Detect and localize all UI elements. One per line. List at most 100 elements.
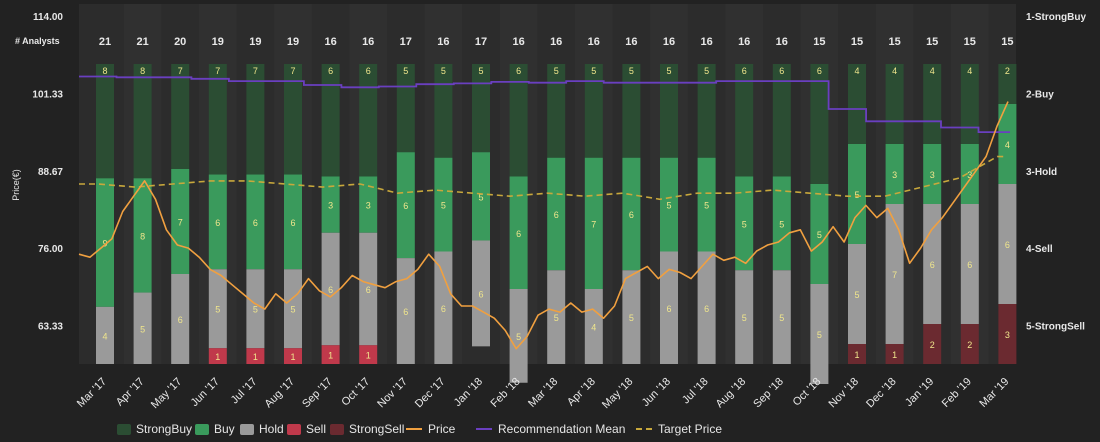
x-tick-label: Aug '18 — [714, 376, 749, 411]
y-tick-label: 63.33 — [38, 321, 63, 332]
legend-item-recommendation-mean[interactable]: Recommendation Mean — [476, 420, 625, 438]
bar-strongsell — [885, 344, 904, 364]
bar-hold — [622, 270, 641, 364]
legend-item-sell[interactable]: Sell — [287, 420, 326, 438]
legend-label: Target Price — [658, 422, 723, 436]
legend-swatch — [195, 423, 209, 435]
bar-value-label: 7 — [215, 66, 220, 76]
bar-hold — [772, 270, 791, 364]
bar-value-label: 4 — [1005, 140, 1010, 150]
bar-value-label: 3 — [328, 201, 333, 211]
bar-value-label: 6 — [328, 285, 333, 295]
analyst-count: 17 — [475, 36, 487, 48]
bar-value-label: 1 — [854, 350, 859, 360]
bar-strongbuy — [848, 64, 866, 144]
bar-value-label: 6 — [253, 218, 258, 228]
bar-value-label: 4 — [854, 66, 859, 76]
x-tick-label: Apr '17 — [114, 376, 147, 409]
legend-item-price[interactable]: Price — [406, 420, 455, 438]
x-tick-label: Feb '18 — [489, 376, 523, 410]
analyst-count: 15 — [851, 36, 863, 48]
bar-buy — [772, 176, 791, 271]
bar-strongbuy — [960, 64, 979, 144]
bar-value-label: 6 — [403, 307, 408, 317]
legend-item-target-price[interactable]: Target Price — [636, 420, 722, 438]
bar-hold — [923, 204, 942, 324]
bar-strongbuy — [246, 64, 265, 175]
bar-value-label: 5 — [554, 66, 559, 76]
legend-label: Buy — [214, 422, 235, 436]
legend-item-buy[interactable]: Buy — [195, 420, 235, 438]
bar-strongbuy — [697, 64, 716, 158]
bar-value-label: 7 — [290, 66, 295, 76]
bar-hold — [396, 258, 415, 364]
bar-value-label: 5 — [854, 190, 859, 200]
recommendation-scale-label: 2-Buy — [1026, 90, 1054, 101]
bar-buy — [396, 152, 415, 259]
x-tick-label: Nov '17 — [375, 376, 410, 411]
bar-strongbuy — [359, 64, 378, 177]
analyst-count: 16 — [550, 36, 562, 48]
bar-sell — [246, 348, 265, 364]
bar-hold — [96, 306, 114, 364]
x-tick-label: Jan '19 — [903, 376, 936, 409]
x-tick-label: Aug '17 — [262, 376, 297, 411]
x-tick-label: May '18 — [600, 376, 635, 411]
legend-item-strongbuy[interactable]: StrongBuy — [117, 420, 192, 438]
bar-value-label: 6 — [554, 210, 559, 220]
bars: 8 9 4 8 8 5 7 7 6 7 6 5 1 7 6 5 1 7 6 5 1 6 3 6 1 6 3 6 1 5 6 6 5 5 6 5 5 6 6 6… — [96, 64, 1017, 384]
bar-value-label: 6 — [516, 66, 521, 76]
bar-strongbuy — [735, 64, 754, 177]
bar-value-label: 6 — [930, 260, 935, 270]
bar-value-label: 6 — [516, 229, 521, 239]
bar-buy — [96, 178, 114, 307]
legend-swatch — [287, 423, 301, 435]
bar-strongbuy — [998, 64, 1017, 104]
bar-buy — [472, 152, 490, 241]
legend-swatch — [406, 428, 422, 430]
bar-buy — [509, 176, 528, 289]
bar-strongbuy — [923, 64, 942, 144]
bar-value-label: 5 — [215, 305, 220, 315]
analyst-count: 15 — [926, 36, 938, 48]
bar-strongbuy — [208, 64, 227, 175]
bar-strongbuy — [472, 64, 490, 153]
analyst-count: 21 — [136, 36, 148, 48]
bar-sell — [284, 348, 302, 364]
bar-buy — [998, 104, 1017, 184]
bar-value-label: 5 — [742, 313, 747, 323]
bar-hold — [321, 232, 340, 346]
legend-label: StrongBuy — [136, 422, 193, 436]
y-tick-label: 101.33 — [32, 90, 63, 101]
bar-hold — [133, 292, 152, 364]
recommendation-mean-line — [79, 75, 1010, 133]
bar-buy — [697, 157, 716, 252]
analyst-count: 16 — [700, 36, 712, 48]
bar-value-label: 6 — [967, 260, 972, 270]
bar-value-label: 5 — [290, 305, 295, 315]
bar-value-label: 5 — [554, 313, 559, 323]
analyst-count: 20 — [174, 36, 186, 48]
legend-label: Sell — [306, 422, 327, 436]
bar-value-label: 6 — [328, 66, 333, 76]
bar-strongbuy — [622, 64, 641, 158]
analyst-count: 16 — [588, 36, 600, 48]
bar-buy — [208, 174, 227, 270]
legend-label: Price — [428, 422, 456, 436]
x-tick-label: Dec '17 — [413, 376, 448, 411]
bar-value-label: 5 — [441, 66, 446, 76]
bar-hold — [359, 232, 378, 346]
bar-value-label: 5 — [441, 201, 446, 211]
legend-item-strongsell[interactable]: StrongSell — [330, 420, 404, 438]
bar-value-label: 6 — [478, 289, 483, 299]
bar-value-label: 5 — [516, 332, 521, 342]
x-tick-label: Oct '17 — [339, 376, 372, 409]
legend-item-hold[interactable]: Hold — [240, 420, 284, 438]
bar-value-label: 1 — [892, 350, 897, 360]
bar-value-label: 6 — [704, 304, 709, 314]
x-tick-label: Jan '18 — [452, 376, 485, 409]
bar-strongbuy — [885, 64, 904, 144]
bar-hold — [472, 240, 490, 347]
x-tick-label: Apr '18 — [565, 376, 598, 409]
